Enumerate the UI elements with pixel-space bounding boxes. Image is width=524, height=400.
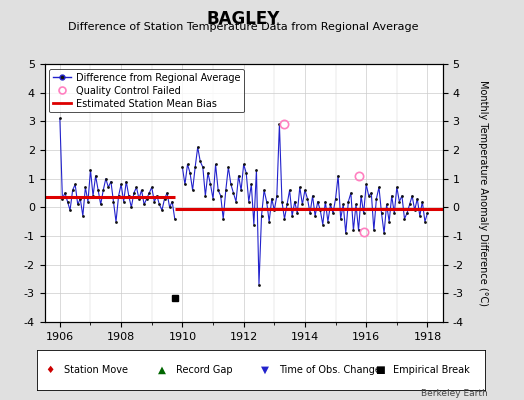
Text: Station Move: Station Move bbox=[63, 365, 127, 375]
Legend: Difference from Regional Average, Quality Control Failed, Estimated Station Mean: Difference from Regional Average, Qualit… bbox=[49, 69, 244, 112]
Text: ▲: ▲ bbox=[158, 365, 166, 375]
Text: ▼: ▼ bbox=[261, 365, 269, 375]
Text: ■: ■ bbox=[375, 365, 385, 375]
Text: Difference of Station Temperature Data from Regional Average: Difference of Station Temperature Data f… bbox=[69, 22, 419, 32]
Text: Record Gap: Record Gap bbox=[176, 365, 232, 375]
Text: Berkeley Earth: Berkeley Earth bbox=[421, 389, 487, 398]
Y-axis label: Monthly Temperature Anomaly Difference (°C): Monthly Temperature Anomaly Difference (… bbox=[477, 80, 487, 306]
Text: ♦: ♦ bbox=[46, 365, 55, 375]
Text: Time of Obs. Change: Time of Obs. Change bbox=[279, 365, 380, 375]
Text: Empirical Break: Empirical Break bbox=[393, 365, 470, 375]
Text: BAGLEY: BAGLEY bbox=[207, 10, 280, 28]
